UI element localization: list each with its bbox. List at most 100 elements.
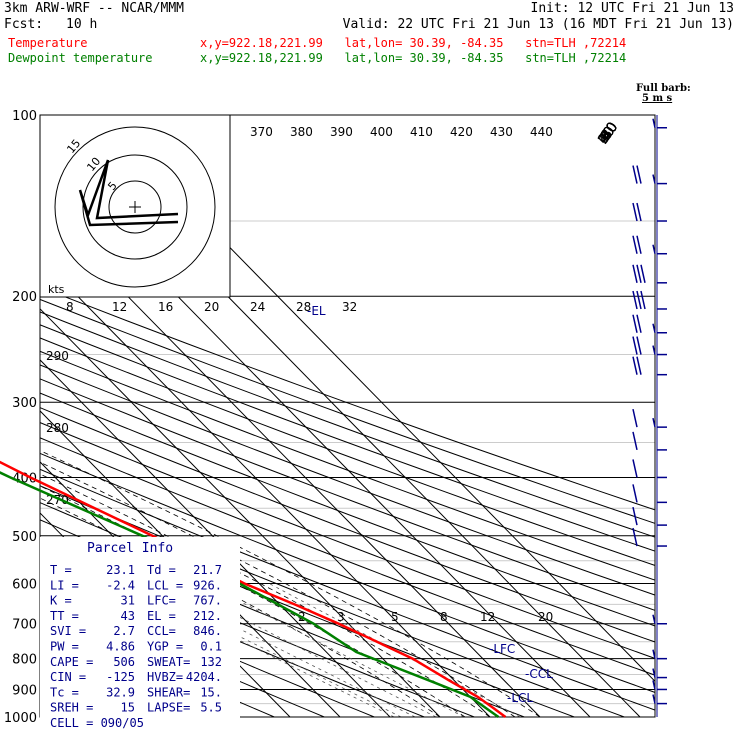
parcel-info-value: -2.4 <box>106 578 135 592</box>
pressure-label: 900 <box>12 683 37 698</box>
wind-barb <box>652 614 667 625</box>
parcel-info-key: SREH = <box>50 701 93 715</box>
location-line-temp: x,y=922.18,221.99 lat,lon= 30.39, -84.35… <box>200 36 627 50</box>
mixing-ratio-label: 28 <box>296 300 311 314</box>
pressure-label: 100 <box>12 109 37 124</box>
wind-barb <box>652 668 667 679</box>
pressure-label: 500 <box>12 530 37 545</box>
parcel-info-value: 926. <box>193 578 222 592</box>
lfc-marker: -LFC <box>489 642 515 656</box>
forecast-hours: 10 h <box>66 17 98 32</box>
parcel-info-value: 4204. <box>186 670 222 684</box>
wind-barb <box>632 165 667 185</box>
mixing-ratio-label: 32 <box>342 300 357 314</box>
dry-adiabat <box>40 286 655 511</box>
dry-adiabat <box>40 468 655 711</box>
mixing-ratio-label: 20 <box>538 610 553 624</box>
mixing-ratio-label: 8 <box>440 610 448 624</box>
pressure-label: 200 <box>12 290 37 305</box>
parcel-info-value: 43 <box>121 609 135 623</box>
dry-adiabat <box>40 298 655 524</box>
parcel-info-value: 4.86 <box>106 640 135 654</box>
location-line-dewp: x,y=922.18,221.99 lat,lon= 30.39, -84.35… <box>200 51 627 65</box>
wind-barb <box>652 649 667 660</box>
parcel-info-key: YGP = <box>147 640 183 654</box>
mixing-ratio-label: 5 <box>391 610 399 624</box>
wind-barb <box>652 118 667 129</box>
pressure-label: 700 <box>12 618 37 633</box>
parcel-info-key: CIN = <box>50 670 86 684</box>
isotherm-line <box>40 410 341 717</box>
pressure-label: 400 <box>12 471 37 486</box>
wind-barb <box>632 484 667 504</box>
parcel-info-key: CAPE = <box>50 655 93 669</box>
wind-barb <box>632 356 667 376</box>
dry-adiabat <box>40 311 655 538</box>
parcel-info-value: 5.5 <box>200 701 222 715</box>
parcel-info-value: 0.1 <box>200 640 222 654</box>
wind-barb <box>652 694 667 705</box>
init-time: Init: 12 UTC Fri 21 Jun 13 <box>530 1 735 16</box>
wind-barb <box>632 431 667 451</box>
parcel-info-key: CCL= <box>147 624 176 638</box>
parcel-info-value: 21.7 <box>193 563 222 577</box>
wind-barb <box>632 527 667 547</box>
dry-adiabat <box>40 324 655 552</box>
hodograph-trace <box>78 159 179 227</box>
mixing-ratio-line <box>124 583 395 717</box>
forecast-label: Fcst: <box>4 17 44 32</box>
valid-time: Valid: 22 UTC Fri 21 Jun 13 (16 MDT Fri … <box>342 17 734 32</box>
dry-adiabat <box>40 364 655 596</box>
legend-dewpoint: Dewpoint temperature <box>8 51 153 65</box>
wind-barb <box>632 506 667 526</box>
parcel-info-key: LCL = <box>147 578 183 592</box>
mixing-ratio-label: 24 <box>250 300 265 314</box>
isotherm-line <box>40 308 441 717</box>
parcel-info-value: 32.9 <box>106 685 135 699</box>
theta-label-lower: 280 <box>46 421 69 435</box>
dewpoint-profile <box>0 471 500 719</box>
parcel-info-value: -125 <box>106 670 135 684</box>
mixing-ratio-line <box>132 583 402 717</box>
parcel-info-key: HVBZ= <box>147 670 183 684</box>
wind-barb <box>632 235 667 255</box>
mixing-ratio-label: 12 <box>480 610 495 624</box>
wind-barb <box>632 290 667 310</box>
hodograph-ring <box>82 154 188 260</box>
theta-label: 430 <box>490 125 513 139</box>
parcel-info-key: SVI = <box>50 624 86 638</box>
temperature-profile <box>0 460 507 719</box>
theta-label-lower: 290 <box>46 349 69 363</box>
parcel-info-row: CELL = 090/05 <box>50 716 144 730</box>
parcel-info-key: SWEAT= <box>147 655 190 669</box>
parcel-info-value: 15 <box>121 701 135 715</box>
parcel-info-value: 31 <box>121 594 135 608</box>
hodograph-ring <box>54 126 216 288</box>
parcel-info-bg <box>40 537 240 732</box>
plot-border <box>39 114 656 718</box>
parcel-info-value: 15. <box>200 685 222 699</box>
wind-barb <box>632 264 667 284</box>
pressure-label: 800 <box>12 653 37 668</box>
parcel-info-value: 846. <box>193 624 222 638</box>
ccl-marker: -CCL <box>525 667 553 681</box>
dry-adiabat <box>40 337 655 566</box>
parcel-info-key: Tc = <box>50 685 79 699</box>
parcel-info-value: 767. <box>193 594 222 608</box>
mixing-ratio-label: 3 <box>337 610 345 624</box>
dry-adiabat <box>40 407 655 643</box>
mixing-ratio-label: 20 <box>204 300 219 314</box>
parcel-info-key: SHEAR= <box>147 685 190 699</box>
mixing-ratio-label: 8 <box>66 300 74 314</box>
el-marker: -EL <box>307 304 326 318</box>
theta-label: 390 <box>330 125 353 139</box>
parcel-info-key: EL = <box>147 609 176 623</box>
model-title: 3km ARW-WRF -- NCAR/MMM <box>4 1 185 16</box>
theta-label: 370 <box>250 125 273 139</box>
pressure-label: 600 <box>12 577 37 592</box>
wind-barb <box>632 202 667 222</box>
wind-barb <box>632 336 667 356</box>
parcel-info-value: 2.7 <box>113 624 135 638</box>
parcel-info-value: 212. <box>193 609 222 623</box>
hodograph-ring <box>108 180 162 234</box>
